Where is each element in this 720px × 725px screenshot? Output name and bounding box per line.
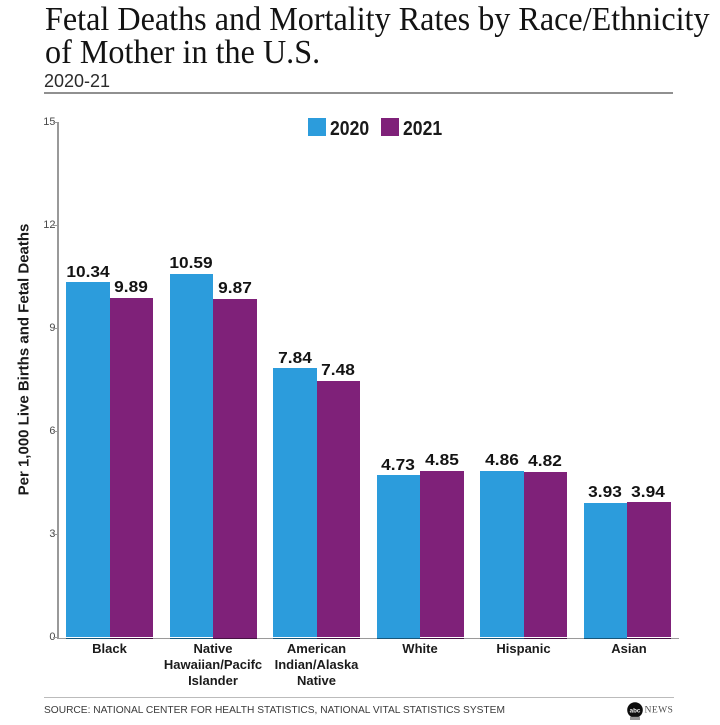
svg-text:abc: abc — [630, 707, 641, 714]
svg-text:NEWS: NEWS — [645, 705, 674, 716]
